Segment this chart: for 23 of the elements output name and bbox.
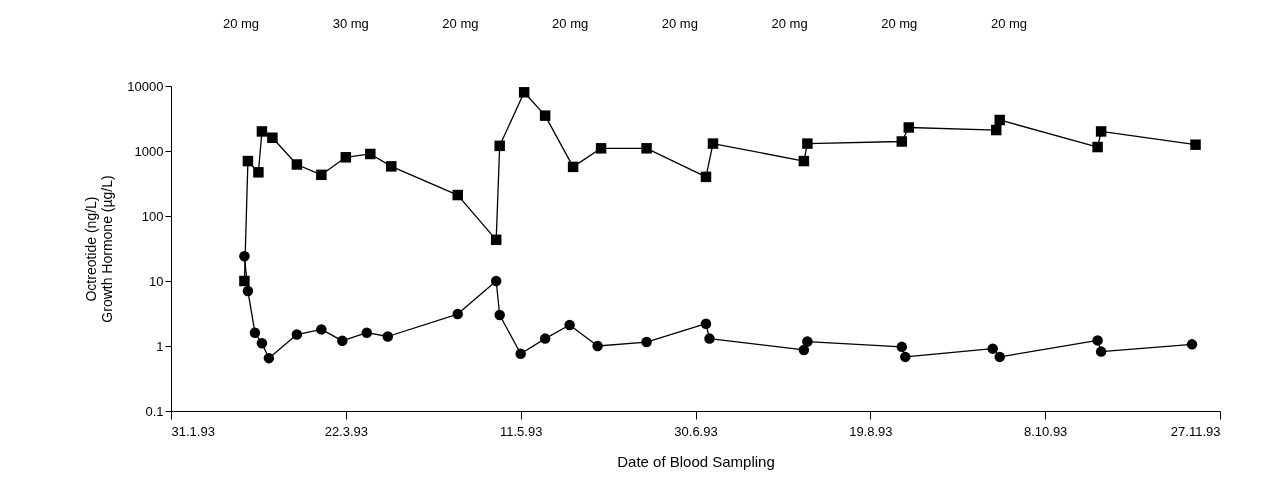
x-tick-label: 22.3.93: [324, 423, 369, 439]
x-tick-label: 8.10.93: [1023, 423, 1068, 439]
y-tick-label: 10: [149, 273, 164, 289]
x-tick-label: 31.1.93: [171, 423, 215, 439]
y-tick-label: 100: [141, 208, 164, 224]
text: 20 mg: [552, 16, 589, 31]
y-axis-title: Octreotide (ng/L) Growth Hormone (µg/L): [83, 175, 116, 323]
x-tick-label: 11.5.93: [499, 423, 543, 439]
text: 20 mg: [881, 16, 918, 31]
x-tick-label: 19.8.93: [849, 423, 893, 439]
y-tick-label: 1000: [134, 143, 164, 159]
x-tick-label: 27.11.93: [1170, 423, 1221, 439]
y-tick-label: 1: [156, 338, 164, 354]
y-tick-label: 10000: [127, 78, 164, 94]
x-axis-title: Date of Blood Sampling: [617, 452, 775, 470]
text: 20 mg: [661, 16, 698, 31]
text: 20 mg: [442, 16, 479, 31]
text: 20 mg: [990, 16, 1028, 31]
y-tick-label: 0.1: [145, 403, 164, 419]
text: 20 mg: [222, 16, 260, 31]
text: 30 mg: [332, 16, 369, 31]
text: 20 mg: [771, 16, 808, 31]
x-tick-label: 30.6.93: [674, 423, 718, 439]
